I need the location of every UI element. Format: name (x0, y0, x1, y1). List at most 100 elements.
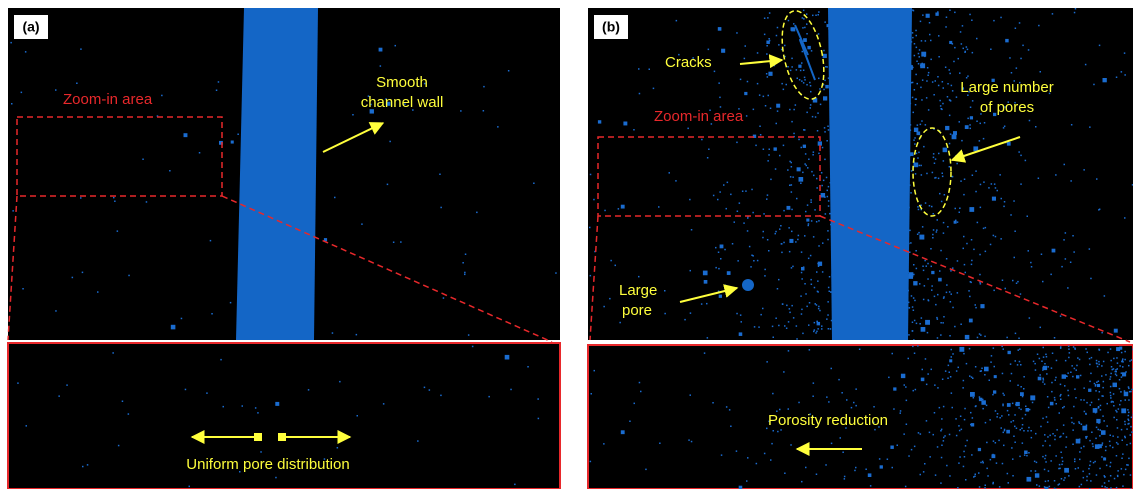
pore (753, 109, 755, 111)
pore (754, 326, 756, 328)
pore (912, 306, 914, 308)
pore (1003, 445, 1005, 447)
pore (1114, 329, 1118, 333)
pore (1044, 469, 1046, 471)
pore (1035, 126, 1037, 128)
pore (1083, 169, 1085, 171)
pore (756, 463, 758, 465)
pore (223, 406, 225, 408)
pore (917, 206, 919, 208)
pore (801, 309, 803, 311)
pore (995, 187, 997, 189)
pore (1064, 477, 1066, 479)
pore (949, 73, 951, 75)
pore (844, 476, 846, 478)
pore (1113, 383, 1118, 388)
pore (926, 384, 928, 386)
pore (788, 20, 790, 22)
pore (772, 393, 774, 395)
pore (1001, 427, 1003, 429)
pore (802, 27, 804, 29)
pore (988, 187, 990, 189)
pore (915, 98, 917, 100)
pore (934, 412, 936, 414)
pore (908, 358, 910, 360)
pore (1014, 414, 1016, 416)
pore (803, 10, 805, 12)
pore (778, 325, 780, 327)
pore (940, 430, 942, 432)
pore (807, 167, 809, 169)
pore (653, 88, 655, 90)
pore (956, 370, 958, 372)
pore (334, 197, 336, 199)
pore (1022, 442, 1024, 444)
pore (909, 307, 911, 309)
pore (817, 322, 820, 325)
pore (1043, 347, 1045, 349)
pore (1101, 365, 1103, 367)
pore (1071, 422, 1073, 424)
pore (960, 324, 962, 326)
large-pore (742, 279, 754, 291)
pore (1017, 364, 1019, 366)
pore (974, 476, 976, 478)
pore (977, 337, 979, 339)
pore (767, 160, 769, 162)
pore (1021, 428, 1023, 430)
pore (827, 230, 829, 232)
pore (870, 485, 872, 487)
pore (801, 62, 803, 64)
pore (812, 154, 814, 156)
pore (873, 406, 875, 408)
pore (913, 310, 915, 312)
pore (1048, 366, 1050, 368)
pore (751, 189, 753, 191)
pore (919, 283, 921, 285)
pore (1005, 288, 1007, 290)
pore (740, 314, 742, 316)
pore (389, 141, 391, 143)
pore (1070, 262, 1072, 264)
pore (1051, 382, 1053, 384)
pore (952, 353, 954, 355)
pore (1018, 407, 1020, 409)
pore (594, 370, 596, 372)
pore (1122, 453, 1124, 455)
annotation: Large number (960, 79, 1053, 96)
pore (465, 254, 467, 256)
pore (796, 338, 798, 340)
pore (937, 318, 939, 320)
pore (1006, 337, 1008, 339)
pore (941, 201, 943, 203)
pore (1095, 438, 1097, 440)
pore (1041, 361, 1043, 363)
pore (960, 416, 962, 418)
pore (924, 260, 926, 262)
pore (1007, 403, 1011, 407)
pore (938, 85, 940, 87)
pore (1110, 386, 1112, 388)
pore (1020, 58, 1022, 60)
pore (929, 205, 931, 207)
pore (791, 191, 793, 193)
pore (965, 445, 967, 447)
pore (619, 322, 621, 324)
pore (975, 366, 977, 368)
pore (934, 384, 936, 386)
pore (1121, 71, 1123, 73)
pore (938, 278, 942, 282)
pore (827, 239, 829, 241)
pore (429, 389, 431, 391)
pore (993, 235, 995, 237)
pore (1094, 461, 1096, 463)
pore (968, 290, 970, 292)
pore (975, 170, 977, 172)
pore (1054, 397, 1056, 399)
pore (1075, 468, 1077, 470)
pore (538, 418, 540, 420)
pore (1040, 426, 1042, 428)
pore (424, 387, 426, 389)
pore (828, 129, 830, 131)
pore (789, 185, 791, 187)
